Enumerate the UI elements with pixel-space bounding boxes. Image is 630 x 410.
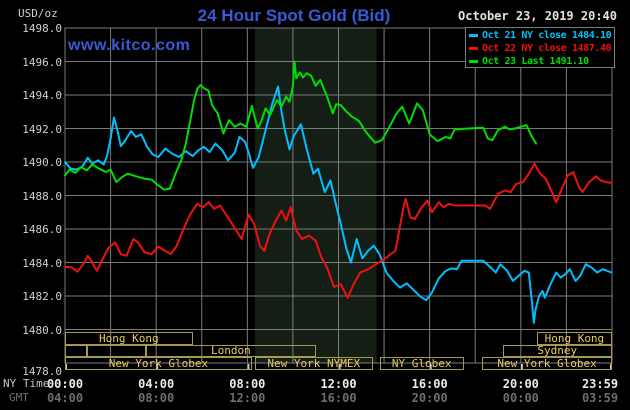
session-label: New York NYMEX: [267, 356, 361, 370]
x-tick-label: 16:00: [320, 391, 357, 405]
x-tick-label: 00:00: [502, 391, 539, 405]
x-tick-label: 16:00: [411, 377, 448, 391]
x-tick-mark: [520, 364, 523, 370]
legend-item-oct23: Oct 23 Last 1491.10: [469, 55, 614, 68]
y-tick-label: 1490.0: [22, 156, 62, 169]
x-tick-label: 12:00: [320, 377, 357, 391]
oct23-line-swatch-icon: [469, 60, 478, 63]
session-label: New York Globex: [497, 356, 597, 370]
y-tick-label: 1486.0: [22, 223, 62, 236]
y-tick-label: 1488.0: [22, 189, 62, 203]
x-tick-mark: [65, 364, 67, 370]
session-label: New York Globex: [108, 356, 209, 370]
session-label: London: [211, 344, 251, 358]
session-box-new-york-globex: New York Globex: [65, 357, 252, 370]
session-label: NY Globex: [391, 356, 452, 370]
x-tick-label: 20:00: [502, 377, 539, 391]
x-tick-label: 20:00: [411, 391, 448, 405]
y-tick-label: 1484.0: [22, 256, 62, 270]
legend-label-oct21: Oct 21 NY close 1484.10: [482, 30, 612, 41]
x-tick-mark: [156, 364, 159, 370]
legend-label-oct23: Oct 23 Last 1491.10: [482, 56, 589, 67]
legend-item-oct21: Oct 21 NY close 1484.10: [469, 29, 614, 42]
plot-border: [64, 27, 613, 364]
x-axis-row1-label: NY Time: [3, 377, 50, 390]
session-label: Hong Kong: [99, 331, 159, 345]
y-tick-label: 1494.0: [22, 89, 62, 102]
session-box: [65, 344, 88, 357]
x-tick-label: 03:59: [581, 391, 619, 405]
chart-title: 24 Hour Spot Gold (Bid): [197, 6, 391, 25]
x-tick-label: 12:00: [229, 391, 266, 405]
session-box: [87, 344, 147, 357]
x-tick-mark: [247, 364, 250, 370]
session-box-sydney: Sydney: [502, 344, 612, 358]
x-tick-label: 04:00: [138, 377, 175, 391]
session-box-new-york-globex: New York Globex: [482, 357, 612, 370]
x-axis-row2-label: GMT: [9, 391, 29, 404]
oct21-line-swatch-icon: [469, 34, 478, 37]
session-label: Sydney: [537, 344, 578, 358]
session-label: Hong Kong: [544, 331, 605, 345]
legend-label-oct22: Oct 22 NY close 1487.40: [482, 43, 612, 54]
x-tick-label: 08:00: [229, 377, 266, 391]
session-box-ny-globex: NY Globex: [379, 356, 464, 370]
series-line-1: [64, 162, 613, 299]
series-line-2: [64, 60, 538, 191]
y-tick-label: 1478.0: [22, 365, 62, 378]
session-box-london: London: [146, 344, 316, 358]
oct22-line-swatch-icon: [469, 47, 478, 50]
session-box-new-york-nymex: New York NYMEX: [254, 356, 373, 370]
kitco-watermark: www.kitco.com: [68, 37, 191, 54]
x-tick-label: 23:59: [581, 377, 619, 391]
y-tick-label: 1480.0: [22, 323, 62, 337]
legend: Oct 21 NY close 1484.10 Oct 22 NY close …: [465, 27, 615, 68]
y-tick-label: 1492.0: [22, 122, 62, 136]
y-tick-label: 1496.0: [22, 55, 62, 69]
session-box-hong-kong: Hong Kong: [65, 332, 193, 345]
y-tick-label: 1482.0: [22, 290, 62, 303]
y-axis-unit-label: USD/oz: [18, 7, 58, 20]
x-tick-mark: [429, 364, 432, 370]
series-line-0: [64, 85, 613, 324]
x-tick-mark: [338, 364, 341, 370]
x-tick-label: 08:00: [138, 391, 175, 405]
session-box-hong-kong: Hong Kong: [536, 331, 612, 345]
y-tick-label: 1498.0: [22, 22, 62, 35]
x-tick-label: 00:00: [46, 377, 84, 391]
legend-item-oct22: Oct 22 NY close 1487.40: [469, 42, 614, 55]
chart-datetime: October 23, 2019 20:40: [458, 9, 617, 23]
x-tick-label: 04:00: [46, 391, 84, 405]
